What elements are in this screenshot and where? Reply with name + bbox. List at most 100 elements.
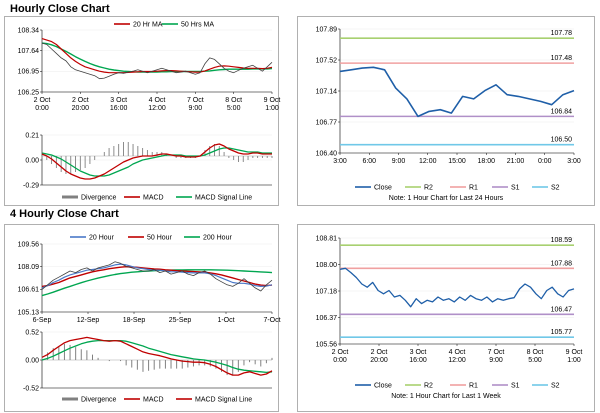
four-hourly-ma-xtick-label: 18-Sep bbox=[123, 317, 146, 324]
hourly-ma-xtick-time: 16:00 bbox=[110, 105, 128, 112]
four-hourly-level-s1-label: 106.47 bbox=[551, 306, 573, 313]
hourly-macd-line bbox=[41, 143, 272, 180]
hourly-levels-legend-r1-label: R1 bbox=[469, 185, 478, 192]
hourly-levels-xtick-label: 3:00 bbox=[333, 158, 347, 165]
hourly-ma-xtick-time: 9:00 bbox=[189, 105, 203, 112]
hourly-ma20-line bbox=[41, 38, 273, 74]
four-hourly-levels-xtick-date: 2 Oct bbox=[332, 349, 349, 356]
hourly-ma-xtick-date: 8 Oct bbox=[225, 97, 242, 104]
hourly-level-s2-label: 106.50 bbox=[551, 137, 573, 144]
four-hourly-levels-xtick-date: 8 Oct bbox=[527, 349, 544, 356]
hourly-ma-xtick-date: 2 Oct bbox=[72, 97, 89, 104]
four-hourly-levels-ytick-label: 108.81 bbox=[316, 235, 338, 242]
hourly-levels-ytick-label: 107.14 bbox=[316, 88, 338, 95]
hourly-ma-xtick-date: 4 Oct bbox=[149, 97, 166, 104]
hourly-ma-xtick-time: 12:00 bbox=[148, 105, 166, 112]
hourly-macd-signal-line bbox=[41, 147, 272, 177]
four-hourly-legend-divergence-label: Divergence bbox=[81, 397, 117, 404]
four-hourly-levels-ytick-label: 106.37 bbox=[316, 315, 338, 322]
four-hourly-levels-xtick-time: 1:00 bbox=[567, 357, 581, 364]
four-hourly-levels-legend-s1-label: S1 bbox=[511, 383, 520, 390]
hourly-levels-ytick-label: 106.77 bbox=[316, 119, 338, 126]
four-hourly-levels-xtick-date: 7 Oct bbox=[488, 349, 505, 356]
four-hourly-macd-ytick-label: 0.00 bbox=[25, 357, 39, 364]
hourly-levels-ytick-label: 107.89 bbox=[316, 26, 338, 33]
hourly-levels-legend-s1-label: S1 bbox=[511, 185, 520, 192]
four-hourly-h20-line bbox=[41, 263, 273, 289]
four-hourly-ma-xtick-label: 7-Oct bbox=[263, 317, 280, 324]
four-hourly-levels-xtick-time: 16:00 bbox=[409, 357, 427, 364]
hourly-section-title: Hourly Close Chart bbox=[10, 3, 110, 15]
hourly-level-r2-label: 107.78 bbox=[551, 30, 573, 37]
hourly-ma-ytick-label: 108.34 bbox=[18, 27, 40, 34]
four-hourly-section-title: 4 Hourly Close Chart bbox=[10, 208, 119, 220]
four-hourly-macd-signal-line bbox=[41, 339, 273, 374]
hourly-ma-ytick-label: 106.25 bbox=[18, 89, 40, 96]
four-hourly-levels-close-line bbox=[339, 267, 575, 308]
four-hourly-legend-macd-label: MACD bbox=[143, 397, 164, 404]
four-hourly-macd-line bbox=[41, 336, 273, 376]
hourly-levels-ytick-label: 107.52 bbox=[316, 57, 338, 64]
four-hourly-ma-ytick-label: 106.61 bbox=[18, 287, 40, 294]
hourly-levels-legend-s2-label: S2 bbox=[551, 185, 560, 192]
four-hourly-ma-ytick-label: 109.56 bbox=[18, 241, 40, 248]
four-hourly-levels-xtick-time: 20:00 bbox=[370, 357, 388, 364]
four-hourly-levels-ytick-label: 105.56 bbox=[316, 341, 338, 348]
hourly-level-s1-label: 106.84 bbox=[551, 108, 573, 115]
hourly-levels-close-line bbox=[339, 66, 575, 118]
four-hourly-legend-signal-label: MACD Signal Line bbox=[195, 397, 252, 404]
four-hourly-levels-note: Note: 1 Hour Chart for Last 1 Week bbox=[391, 393, 501, 400]
four-hourly-levels-legend-close-label: Close bbox=[374, 383, 392, 390]
hourly-ma-xtick-date: 3 Oct bbox=[110, 97, 127, 104]
four-hourly-macd-ytick-label: -0.52 bbox=[23, 385, 39, 392]
hourly-levels-xtick-label: 6:00 bbox=[362, 158, 376, 165]
hourly-ma-xtick-date: 9 Oct bbox=[264, 97, 281, 104]
four-hourly-ma-ytick-label: 105.13 bbox=[18, 309, 40, 316]
hourly-ma-xtick-date: 2 Oct bbox=[34, 97, 51, 104]
hourly-close-price-line bbox=[41, 42, 273, 80]
four-hourly-levels-ytick-label: 108.00 bbox=[316, 262, 338, 269]
four-hourly-ma-ytick-label: 108.09 bbox=[18, 264, 40, 271]
four-hourly-ma-xtick-label: 12-Sep bbox=[77, 317, 100, 324]
four-hourly-legend-h50-label: 50 Hour bbox=[147, 235, 173, 242]
hourly-levels-xtick-label: 15:00 bbox=[448, 158, 466, 165]
hourly-legend-signal-label: MACD Signal Line bbox=[195, 195, 252, 202]
four-hourly-levels-xtick-date: 4 Oct bbox=[449, 349, 466, 356]
four-hourly-levels-xtick-date: 2 Oct bbox=[371, 349, 388, 356]
hourly-legend-ma20-label: 20 Hr MA bbox=[133, 22, 163, 29]
four-hourly-legend-h20-label: 20 Hour bbox=[89, 235, 115, 242]
four-hourly-ma-xtick-label: 25-Sep bbox=[169, 317, 192, 324]
four-hourly-ma-panel bbox=[4, 224, 279, 412]
four-hourly-levels-panel bbox=[297, 224, 595, 412]
hourly-ma-ytick-label: 107.64 bbox=[18, 48, 40, 55]
four-hourly-levels-legend-r2-label: R2 bbox=[424, 383, 433, 390]
hourly-ma-xtick-time: 5:00 bbox=[227, 105, 241, 112]
hourly-levels-note: Note: 1 Hour Chart for Last 24 Hours bbox=[389, 195, 504, 202]
four-hourly-levels-legend-r1-label: R1 bbox=[469, 383, 478, 390]
hourly-ma-ytick-label: 106.95 bbox=[18, 69, 40, 76]
hourly-legend-macd-label: MACD bbox=[143, 195, 164, 202]
hourly-legend-ma50-label: 50 Hrs MA bbox=[181, 22, 214, 29]
four-hourly-close-price-line bbox=[41, 261, 273, 292]
hourly-levels-xtick-label: 12:00 bbox=[419, 158, 437, 165]
hourly-macd-ytick-label: 0.00 bbox=[25, 157, 39, 164]
four-hourly-h50-line bbox=[41, 266, 273, 288]
hourly-macd-ytick-label: -0.29 bbox=[23, 182, 39, 189]
four-hourly-levels-xtick-date: 3 Oct bbox=[410, 349, 427, 356]
four-hourly-levels-xtick-date: 9 Oct bbox=[566, 349, 583, 356]
hourly-levels-xtick-label: 3:00 bbox=[567, 158, 581, 165]
hourly-levels-legend-r2-label: R2 bbox=[424, 185, 433, 192]
four-hourly-ma-xtick-label: 1-Oct bbox=[217, 317, 234, 324]
hourly-ma-xtick-time: 1:00 bbox=[265, 105, 279, 112]
four-hourly-level-s2-label: 105.77 bbox=[551, 329, 573, 336]
hourly-ma-xtick-time: 20:00 bbox=[72, 105, 90, 112]
hourly-legend-divergence-label: Divergence bbox=[81, 195, 117, 202]
hourly-ma-xtick-date: 7 Oct bbox=[187, 97, 204, 104]
four-hourly-level-r1-label: 107.88 bbox=[551, 260, 573, 267]
four-hourly-levels-xtick-time: 0:00 bbox=[333, 357, 347, 364]
four-hourly-macd-ytick-label: 0.52 bbox=[25, 329, 39, 336]
hourly-levels-legend-close-label: Close bbox=[374, 185, 392, 192]
hourly-level-r1-label: 107.48 bbox=[551, 55, 573, 62]
hourly-levels-ytick-label: 106.40 bbox=[316, 150, 338, 157]
